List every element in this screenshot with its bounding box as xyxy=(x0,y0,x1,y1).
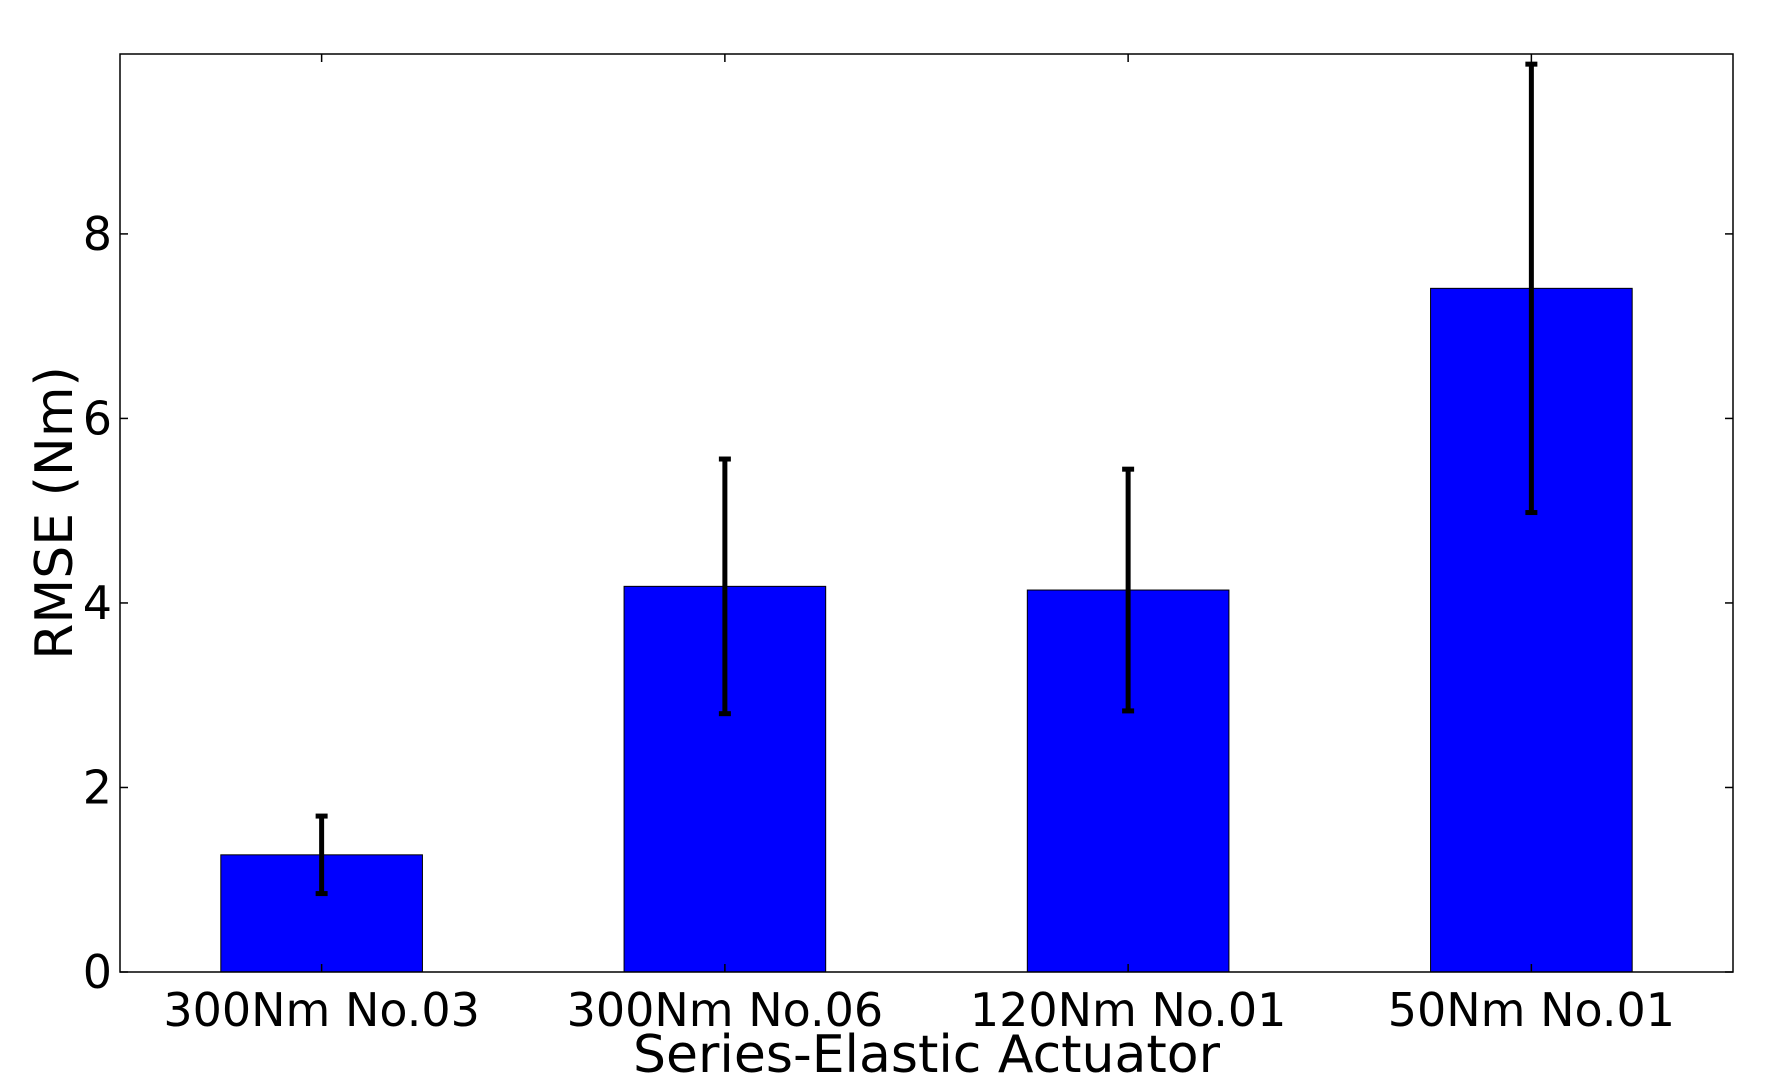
x-tick-label-2: 120Nm No.01 xyxy=(970,983,1287,1037)
y-tick-label-4: 8 xyxy=(83,207,112,261)
error-bar-2 xyxy=(1122,466,1135,714)
error-bar-0 xyxy=(315,813,328,897)
x-tick-label-1: 300Nm No.06 xyxy=(567,983,884,1037)
x-tick-label-3: 50Nm No.01 xyxy=(1388,983,1675,1037)
y-tick-label-0: 0 xyxy=(83,945,112,999)
y-tick-label-1: 2 xyxy=(83,760,112,814)
tick-labels-layer: 300Nm No.03 300Nm No.06 120Nm No.01 50Nm No… xyxy=(83,207,1675,1037)
y-axis-label: RMSE (Nm) xyxy=(25,366,85,660)
error-bar-3 xyxy=(1525,61,1538,516)
error-bars-layer xyxy=(315,61,1538,897)
x-axis-label: Series-Elastic Actuator xyxy=(633,1025,1221,1081)
y-tick-label-2: 4 xyxy=(83,576,112,630)
bars-layer xyxy=(220,287,1633,973)
plot-frame xyxy=(119,53,1734,973)
y-tick-label-3: 6 xyxy=(83,391,112,445)
error-bar-1 xyxy=(718,456,731,717)
x-tick-label-0: 300Nm No.03 xyxy=(163,983,480,1037)
ticks-layer xyxy=(120,54,1733,973)
